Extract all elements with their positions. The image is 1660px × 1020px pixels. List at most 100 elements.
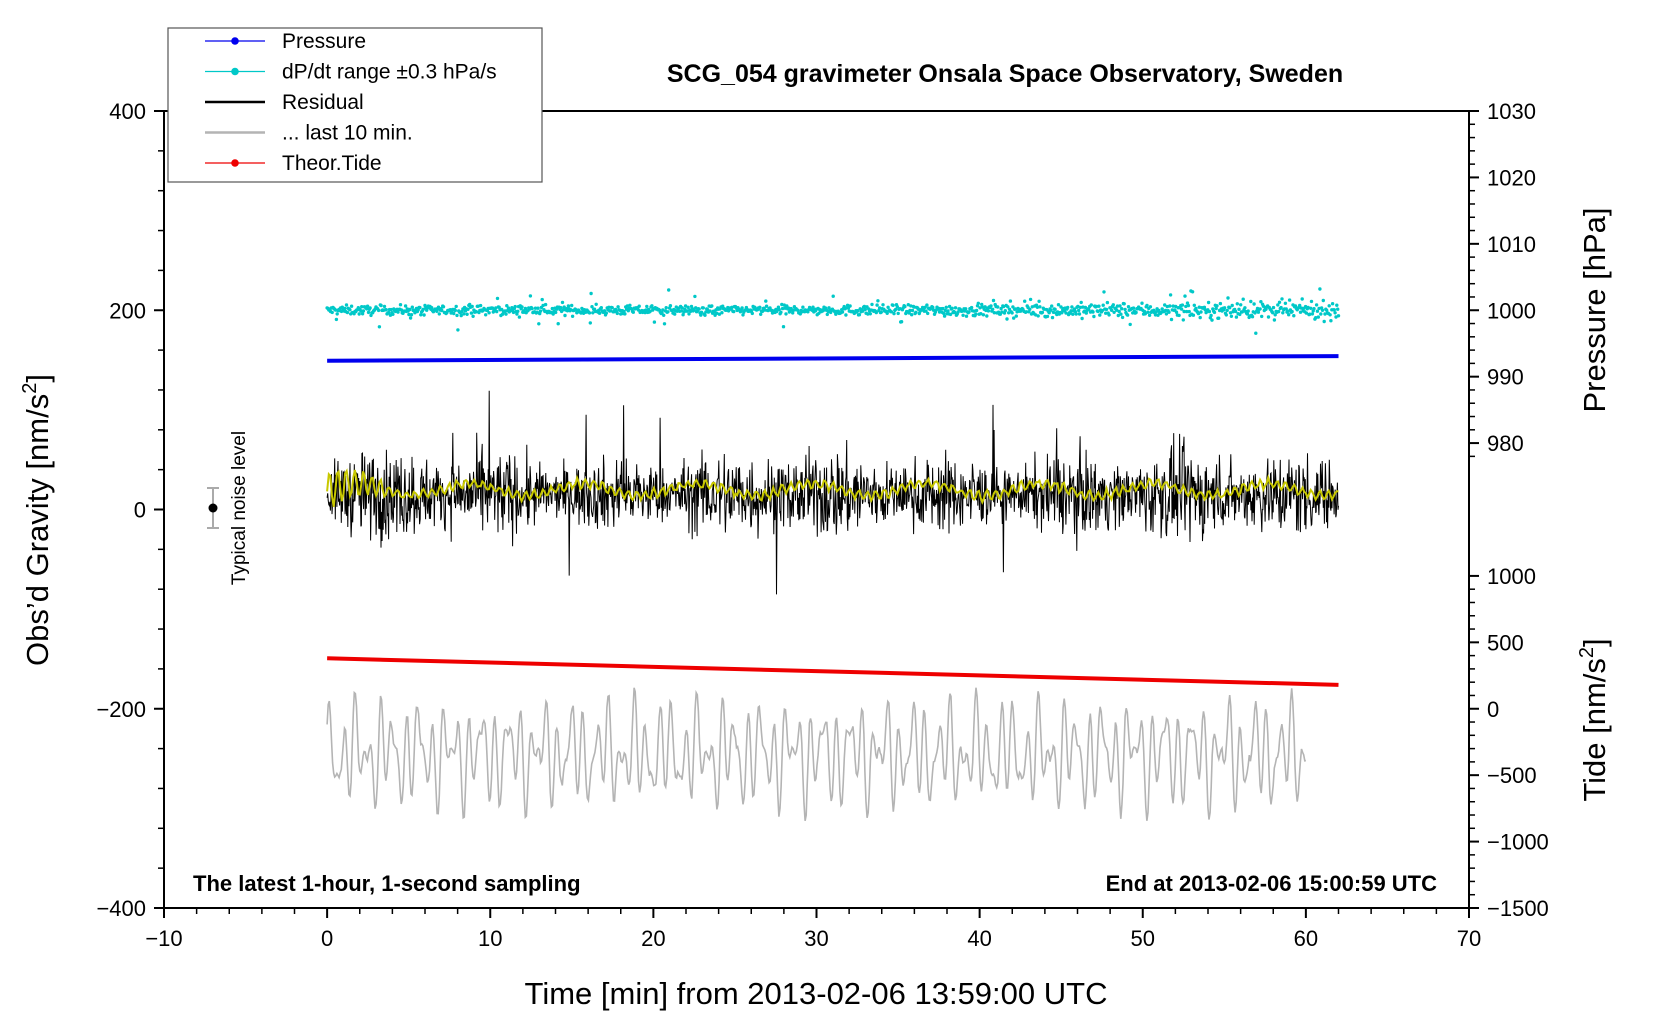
dpdt-point <box>1310 312 1315 316</box>
dpdt-point <box>1320 308 1325 312</box>
dpdt-point <box>1101 303 1105 307</box>
dpdt-point <box>1218 301 1223 306</box>
dpdt-point <box>1304 311 1309 315</box>
legend-label: dP/dt range ±0.3 hPa/s <box>282 61 497 84</box>
dpdt-point <box>914 310 918 314</box>
dpdt-point <box>1306 305 1310 310</box>
dpdt-point <box>1325 308 1329 312</box>
dpdt-point <box>474 310 479 314</box>
dpdt-point <box>343 306 347 311</box>
dpdt-point <box>985 314 989 318</box>
dpdt-point <box>784 312 788 316</box>
dpdt-point <box>889 310 894 314</box>
dpdt-point <box>1081 305 1085 309</box>
dpdt-point <box>701 306 705 310</box>
dpdt-point <box>881 303 885 307</box>
dpdt-point <box>1250 315 1255 319</box>
dpdt-point <box>1128 322 1132 327</box>
left-y-axis: −400 −200 0 200 400 <box>96 99 164 921</box>
pressure-tick-label: 1020 <box>1487 165 1536 190</box>
dpdt-point <box>561 308 565 312</box>
dpdt-point <box>1197 305 1202 309</box>
dpdt-point <box>1182 309 1186 314</box>
dpdt-point <box>384 308 388 312</box>
dpdt-point <box>947 304 952 309</box>
dpdt-point <box>1317 306 1321 311</box>
dpdt-point <box>1096 309 1100 314</box>
dpdt-point <box>1164 312 1169 316</box>
dpdt-point <box>1279 305 1283 310</box>
dpdt-point <box>1084 311 1089 315</box>
dpdt-point <box>587 311 592 315</box>
dpdt-point <box>680 306 684 310</box>
dpdt-point <box>953 310 957 315</box>
pressure-tick-label: 980 <box>1487 431 1524 456</box>
dpdt-point <box>543 302 548 307</box>
dpdt-point <box>764 304 769 308</box>
dpdt-point <box>941 306 945 311</box>
dpdt-point <box>863 307 867 312</box>
dpdt-point <box>345 310 350 315</box>
dpdt-point <box>1000 310 1004 314</box>
x-tick-label: 40 <box>967 926 991 951</box>
dpdt-point <box>694 306 698 310</box>
dpdt-point <box>1059 305 1063 309</box>
dpdt-point <box>964 307 968 311</box>
dpdt-point <box>875 303 879 307</box>
dpdt-point <box>452 311 456 316</box>
dpdt-point <box>683 304 688 308</box>
dpdt-point <box>436 305 441 309</box>
dpdt-point <box>779 310 783 314</box>
dpdt-point <box>925 303 929 307</box>
dpdt-point <box>1256 310 1261 314</box>
legend-label: Pressure <box>282 30 366 53</box>
dpdt-point <box>1321 298 1326 303</box>
dpdt-point <box>1117 309 1121 314</box>
dpdt-point <box>1199 310 1203 314</box>
dpdt-point <box>1156 313 1160 317</box>
dpdt-point <box>1287 298 1292 302</box>
residual-line <box>326 390 1339 595</box>
dpdt-point <box>1089 303 1094 307</box>
dpdt-point <box>1102 290 1106 294</box>
dpdt-point <box>1118 304 1122 308</box>
left-axis-label: Obs’d Gravity [nm/s2] <box>19 374 55 666</box>
dpdt-point <box>528 294 533 298</box>
dpdt-point <box>570 303 574 308</box>
dpdt-point <box>760 309 765 314</box>
dpdt-point <box>1107 313 1111 317</box>
dpdt-point <box>686 305 690 309</box>
dpdt-point <box>732 309 736 314</box>
dpdt-point <box>1245 312 1250 316</box>
dpdt-point <box>781 325 786 329</box>
dpdt-point <box>1008 299 1013 303</box>
dpdt-point <box>637 304 641 308</box>
dpdt-point <box>513 304 517 309</box>
annotation-right: End at 2013-02-06 15:00:59 UTC <box>1106 871 1437 896</box>
dpdt-point <box>1083 305 1088 310</box>
legend-marker <box>231 37 239 45</box>
dpdt-point <box>1283 301 1288 305</box>
pressure-tick-label: 1000 <box>1487 298 1536 323</box>
dpdt-point <box>389 307 393 312</box>
dpdt-point <box>515 312 519 316</box>
dpdt-point <box>468 302 472 307</box>
y-tick-label: −400 <box>96 896 146 921</box>
dpdt-point <box>410 305 414 309</box>
dpdt-point <box>1215 304 1219 308</box>
dpdt-point <box>566 304 571 308</box>
dpdt-point <box>1180 303 1185 307</box>
dpdt-point <box>1119 312 1123 316</box>
dpdt-point <box>1243 306 1247 310</box>
dpdt-point <box>1024 310 1029 314</box>
dpdt-point <box>1006 305 1010 309</box>
dpdt-point <box>777 307 781 312</box>
dpdt-point <box>1259 300 1263 304</box>
x-tick-label: 0 <box>321 926 333 951</box>
dpdt-point <box>675 309 679 313</box>
y-tick-label: 200 <box>109 298 146 323</box>
pressure-tick-label: 1010 <box>1487 232 1536 257</box>
dpdt-point <box>861 309 865 313</box>
dpdt-point <box>1028 307 1032 311</box>
legend-label: Residual <box>282 91 364 114</box>
